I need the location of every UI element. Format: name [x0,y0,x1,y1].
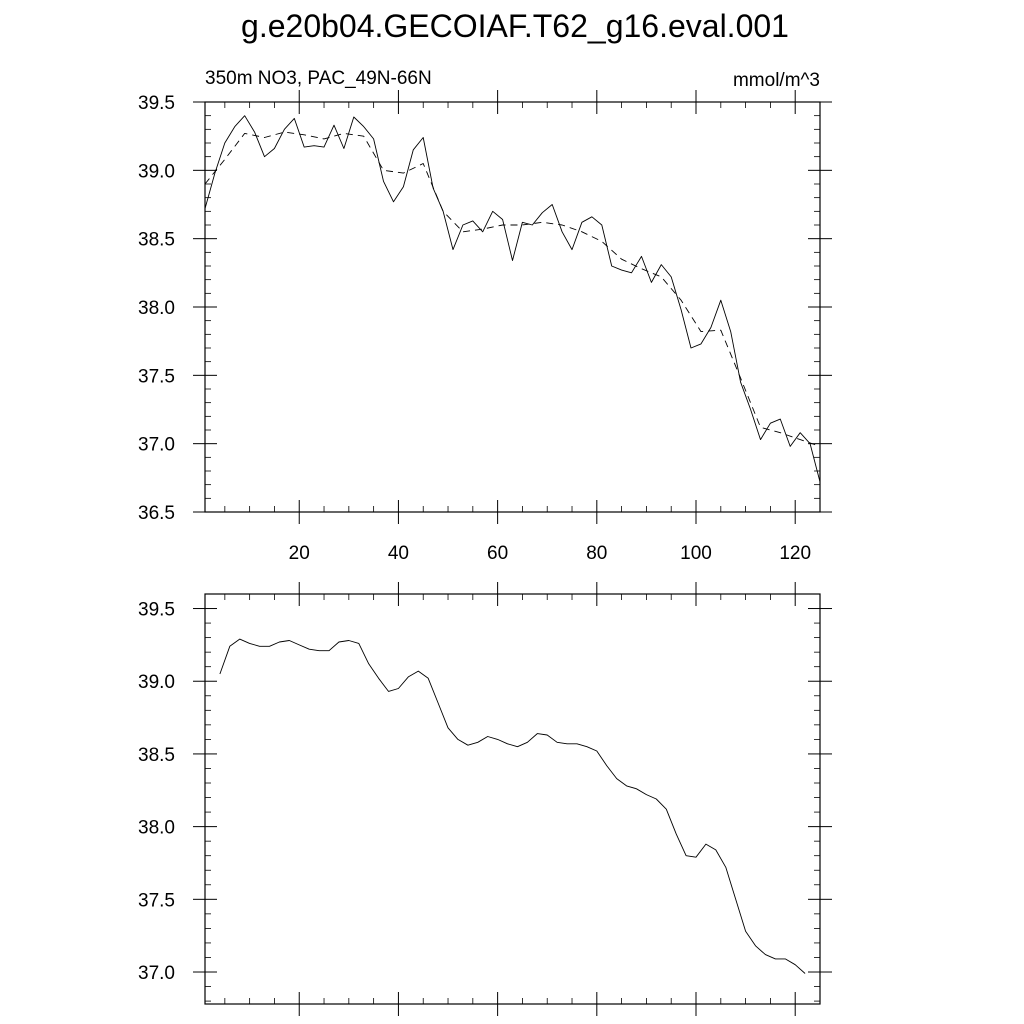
bottom-panel-ticks: 37.0 37.5 38.0 38.5 39.0 39.5 [138,582,832,1016]
y-tick-label: 38.5 [138,745,175,766]
x-tick-label: 20 [289,543,310,564]
top-panel-subtitle-right: mmol/m^3 [733,70,820,91]
y-tick-label: 38.0 [138,818,175,839]
x-tick-label: 40 [388,543,409,564]
chart-title: g.e20b04.GECOIAF.T62_g16.eval.001 [241,8,789,44]
top-panel-ticks: 36.5 37.0 37.5 38.0 38.5 39.0 39.5 20 40 60 80 100 1… [138,90,832,564]
y-tick-label: 38.5 [138,230,175,251]
y-tick-label: 36.5 [138,503,175,524]
y-tick-label: 38.0 [138,298,175,319]
top-panel-frame [204,101,821,513]
series-line-dashed [204,131,821,447]
y-tick-label: 37.0 [138,963,175,984]
y-tick-label: 39.0 [138,161,175,182]
series-line-solid [219,638,806,974]
top-panel-series [204,115,821,483]
y-tick-label: 39.5 [138,600,175,621]
y-tick-label: 37.5 [138,366,175,387]
x-tick-label: 120 [779,543,811,564]
x-tick-label: 80 [586,543,607,564]
series-line-solid [204,115,821,483]
top-panel-subtitle-left: 350m NO3, PAC_49N-66N [205,68,432,89]
y-tick-label: 37.5 [138,890,175,911]
y-tick-label: 39.0 [138,672,175,693]
y-tick-label: 37.0 [138,435,175,456]
x-tick-label: 100 [680,543,712,564]
x-tick-label: 60 [487,543,508,564]
bottom-panel-frame [204,593,821,1005]
y-tick-label: 39.5 [138,93,175,114]
bottom-panel-series [219,638,806,974]
bottom-panel: 37.0 37.5 38.0 38.5 39.0 39.5 [138,582,832,1016]
top-panel: 350m NO3, PAC_49N-66N mmol/m^3 36.537.03… [138,68,832,564]
